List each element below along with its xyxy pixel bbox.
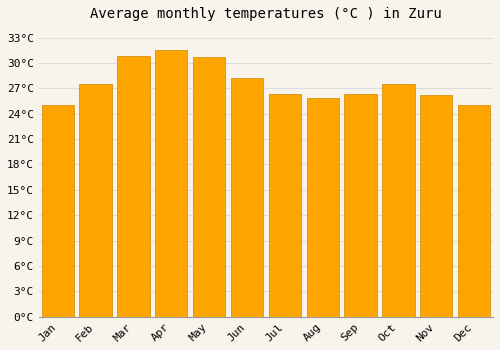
Bar — [420, 95, 452, 317]
Bar — [458, 105, 490, 317]
Bar — [118, 56, 150, 317]
Bar — [382, 84, 414, 317]
Bar — [155, 50, 188, 317]
Bar — [80, 84, 112, 317]
Bar — [42, 105, 74, 317]
Bar — [231, 78, 263, 317]
Bar — [193, 57, 225, 317]
Bar — [269, 94, 301, 317]
Title: Average monthly temperatures (°C ) in Zuru: Average monthly temperatures (°C ) in Zu… — [90, 7, 442, 21]
Bar — [344, 94, 376, 317]
Bar — [306, 98, 339, 317]
